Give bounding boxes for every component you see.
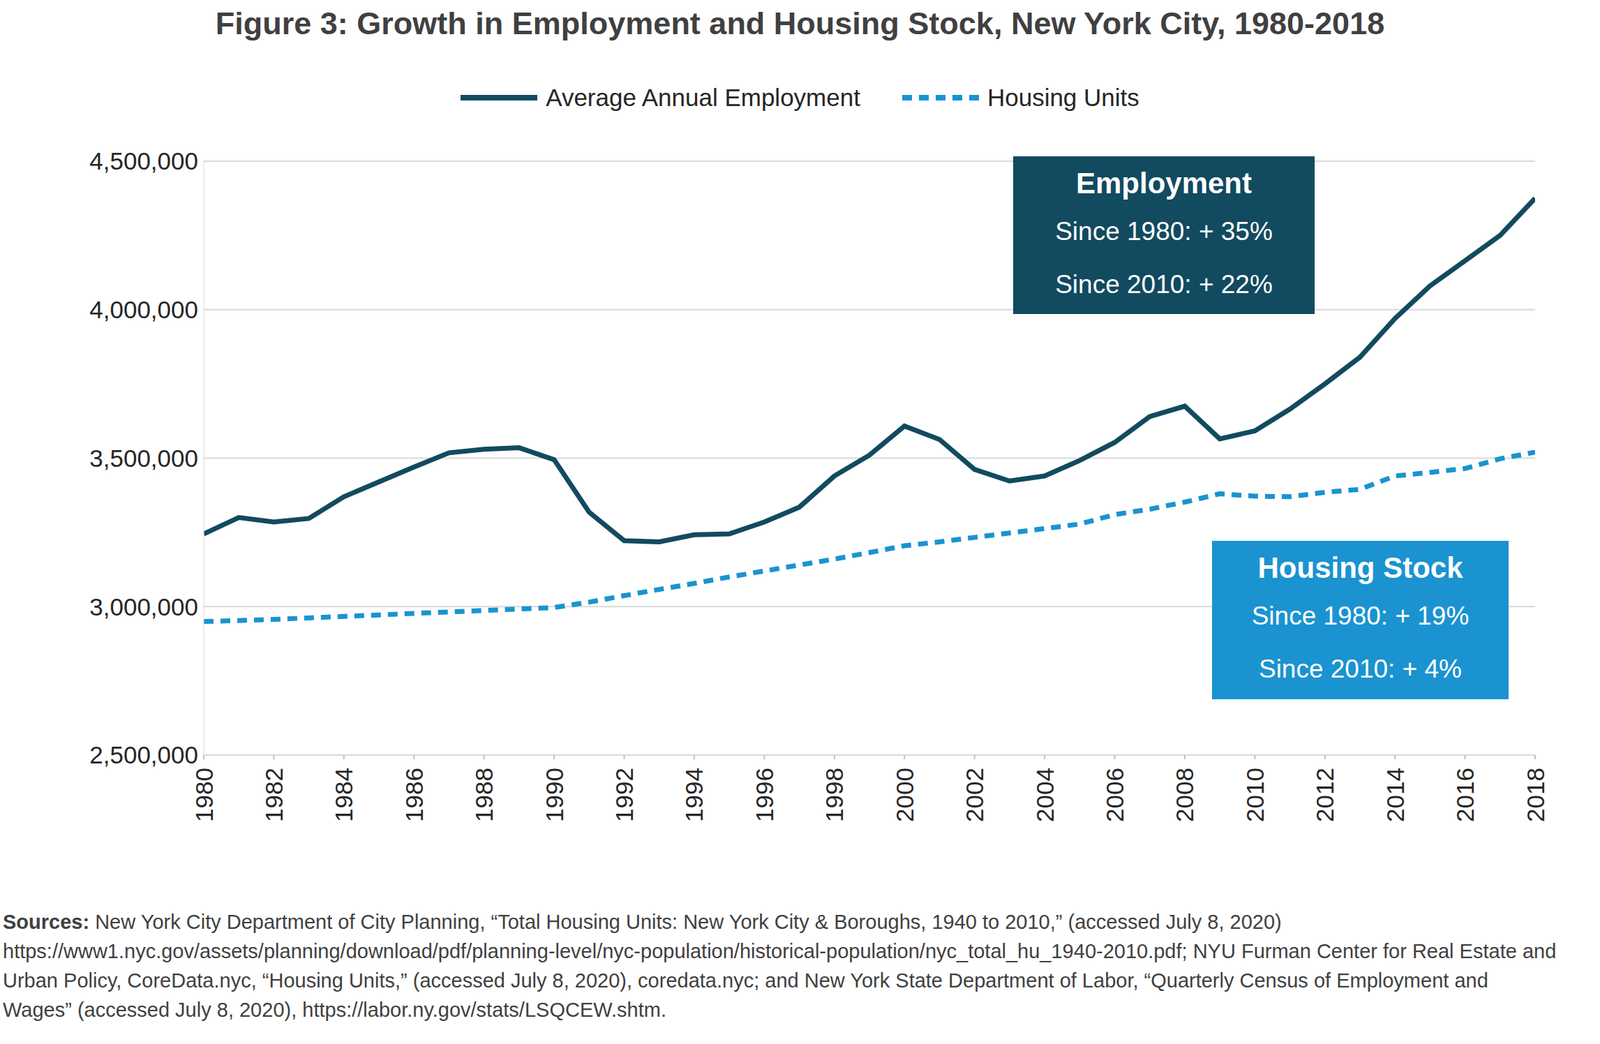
svg-text:1998: 1998 xyxy=(820,767,848,822)
svg-text:1984: 1984 xyxy=(330,767,358,822)
svg-text:3,500,000: 3,500,000 xyxy=(89,444,199,472)
html-text:Employment: Employment xyxy=(1075,166,1252,200)
html-text:Housing Stock: Housing Stock xyxy=(1257,551,1463,585)
svg-text:2,500,000: 2,500,000 xyxy=(89,741,199,769)
svg-text:1986: 1986 xyxy=(400,767,428,822)
svg-text:2010: 2010 xyxy=(1241,767,1269,822)
svg-text:2004: 2004 xyxy=(1031,767,1059,822)
svg-text:1996: 1996 xyxy=(750,767,779,822)
svg-text:1988: 1988 xyxy=(470,767,498,822)
svg-text:2000: 2000 xyxy=(891,767,919,822)
html-text:Since 2010: + 4%: Since 2010: + 4% xyxy=(1258,654,1462,684)
svg-text:2006: 2006 xyxy=(1101,767,1129,822)
svg-text:4,500,000: 4,500,000 xyxy=(89,147,199,175)
svg-text:1990: 1990 xyxy=(540,767,568,822)
html-text:Since 1980: + 19%: Since 1980: + 19% xyxy=(1251,601,1470,631)
svg-text:2008: 2008 xyxy=(1170,767,1199,822)
html-text:Housing Units: Housing Units xyxy=(987,83,1140,111)
svg-text:2014: 2014 xyxy=(1381,767,1409,822)
html-text:Figure 3: Growth in Employment: Figure 3: Growth in Employment and Housi… xyxy=(215,5,1385,42)
svg-text:4,000,000: 4,000,000 xyxy=(89,295,199,324)
html-text:Since 2010: + 22%: Since 2010: + 22% xyxy=(1055,270,1273,299)
html-text:Since 1980: + 35%: Since 1980: + 35% xyxy=(1055,217,1273,246)
svg-text:1982: 1982 xyxy=(260,767,288,822)
svg-text:2016: 2016 xyxy=(1451,767,1479,822)
html-text:Average Annual Employment: Average Annual Employment xyxy=(545,83,861,111)
svg-text:3,000,000: 3,000,000 xyxy=(89,593,199,621)
svg-text:1994: 1994 xyxy=(680,767,708,822)
svg-text:1992: 1992 xyxy=(610,767,638,822)
svg-text:2012: 2012 xyxy=(1311,767,1339,822)
svg-text:1980: 1980 xyxy=(190,767,218,822)
html-text:Sources: New York City Departm: Sources: New York City Department of Cit… xyxy=(2,910,1557,1021)
svg-text:2018: 2018 xyxy=(1521,767,1550,822)
svg-text:2002: 2002 xyxy=(960,767,989,822)
